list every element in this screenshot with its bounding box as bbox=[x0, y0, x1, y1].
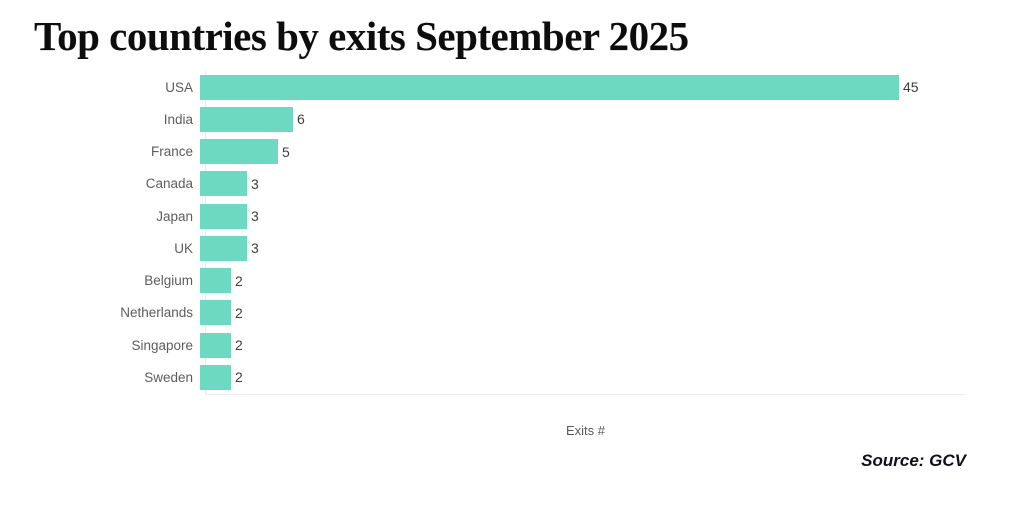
bar-row: Canada 3 bbox=[0, 168, 1024, 200]
x-axis-label: Exits # bbox=[565, 423, 605, 438]
value-label: 2 bbox=[235, 369, 243, 386]
value-label: 5 bbox=[282, 143, 290, 160]
chart-title: Top countries by exits September 2025 bbox=[34, 13, 689, 59]
value-label: 2 bbox=[235, 304, 243, 321]
category-label: Singapore bbox=[131, 337, 193, 353]
bar bbox=[200, 235, 247, 261]
bar bbox=[200, 203, 247, 229]
bar bbox=[200, 106, 293, 132]
x-axis-line bbox=[206, 394, 965, 395]
bar-row: Netherlands 2 bbox=[0, 297, 1024, 329]
value-label: 2 bbox=[235, 272, 243, 289]
bar-rows: USA 45 India 6 France 5 Canada 3 Japan 3 UK 3 Belgiu… bbox=[0, 71, 1024, 394]
bar-row: Singapore 2 bbox=[0, 329, 1024, 361]
bar bbox=[200, 268, 231, 294]
category-label: Belgium bbox=[144, 273, 193, 289]
source-credit: Source: GCV bbox=[861, 451, 966, 470]
value-label: 3 bbox=[251, 240, 259, 257]
value-label: 2 bbox=[235, 337, 243, 354]
bar-row: Japan 3 bbox=[0, 200, 1024, 232]
bar bbox=[200, 364, 231, 390]
category-label: UK bbox=[174, 240, 193, 256]
value-label: 3 bbox=[251, 175, 259, 192]
bar bbox=[200, 300, 231, 326]
category-label: India bbox=[163, 111, 193, 127]
bar-row: USA 45 bbox=[0, 71, 1024, 103]
bar-row: France 5 bbox=[0, 136, 1024, 168]
bar-row: Sweden 2 bbox=[0, 361, 1024, 393]
value-label: 3 bbox=[251, 208, 259, 225]
bar bbox=[200, 332, 231, 358]
category-label: Japan bbox=[156, 208, 193, 224]
category-label: Netherlands bbox=[120, 305, 193, 321]
category-label: Sweden bbox=[144, 369, 193, 385]
bar-row: India 6 bbox=[0, 103, 1024, 135]
bar bbox=[200, 74, 899, 100]
y-axis-line bbox=[205, 71, 206, 394]
value-label: 45 bbox=[903, 79, 919, 96]
category-label: France bbox=[150, 144, 193, 160]
bar bbox=[200, 139, 278, 165]
value-label: 6 bbox=[297, 111, 305, 128]
bar bbox=[200, 171, 247, 197]
category-label: Canada bbox=[145, 176, 193, 192]
bar-row: Belgium 2 bbox=[0, 265, 1024, 297]
bar-row: UK 3 bbox=[0, 232, 1024, 264]
category-label: USA bbox=[165, 79, 193, 95]
